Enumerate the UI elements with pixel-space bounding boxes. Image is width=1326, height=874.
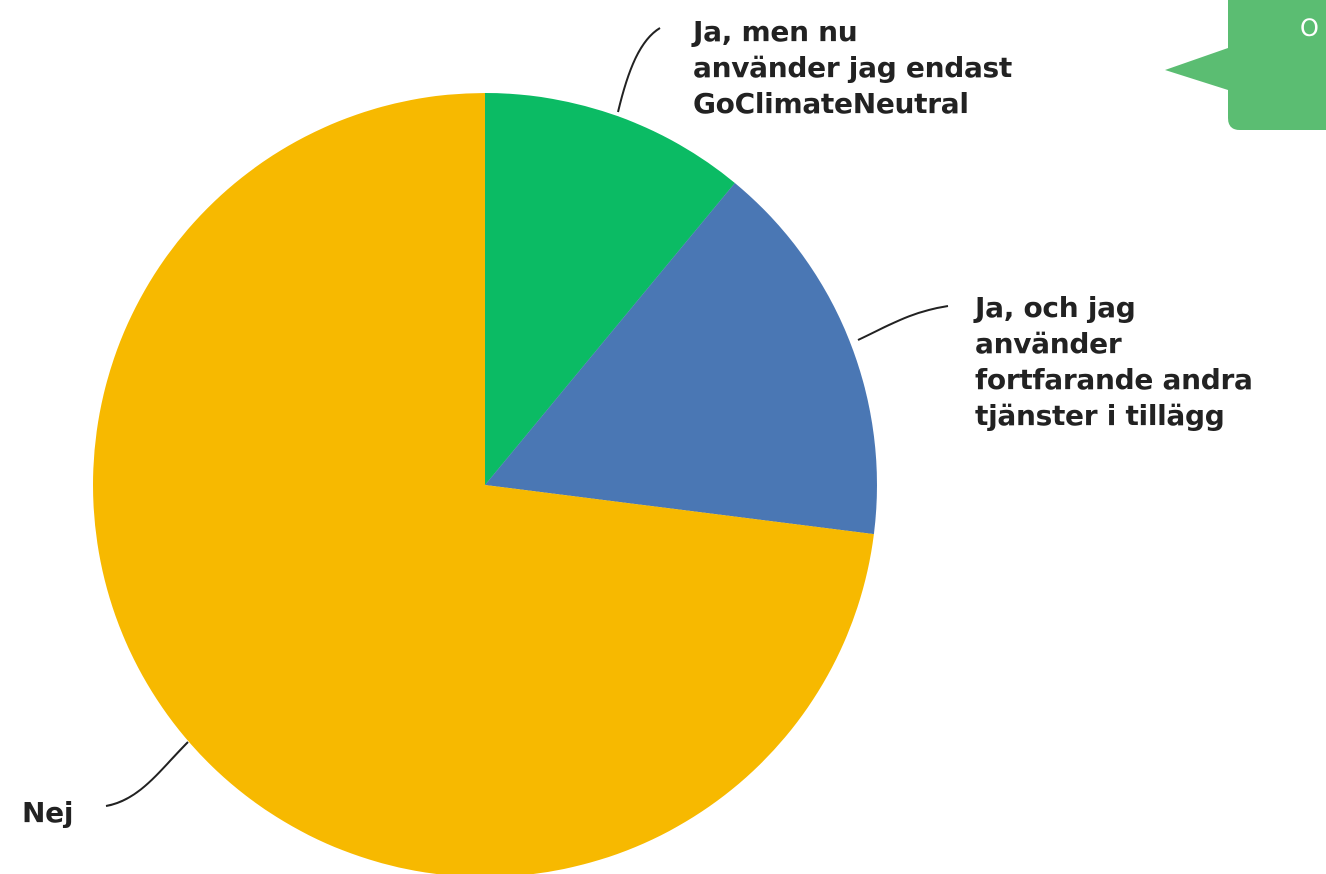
slice-label: Ja, men nu använder jag endast GoClimate… [693, 15, 1012, 120]
tooltip-text: O [1300, 14, 1319, 42]
slice-label: Ja, och jag använder fortfarande andra t… [975, 291, 1253, 432]
pie-slice [485, 93, 735, 485]
slice-label: Nej [22, 796, 74, 829]
leader-line [105, 741, 189, 807]
tooltip [1165, 0, 1326, 130]
leader-line [857, 305, 949, 341]
leader-line [617, 27, 661, 113]
pie [93, 93, 877, 874]
pie-slice [93, 93, 874, 874]
pie-slice [485, 182, 877, 535]
